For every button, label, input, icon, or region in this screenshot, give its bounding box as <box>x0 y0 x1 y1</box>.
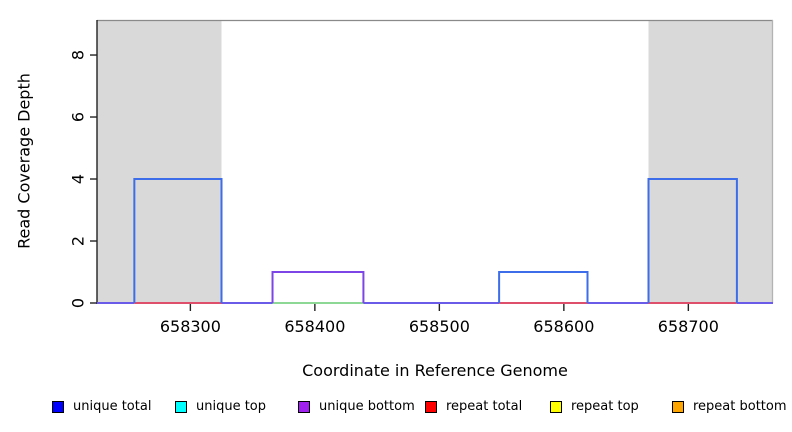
coverage-chart: 658300 658400 658500 658600 658700 0 2 4 6 8 <box>69 19 774 336</box>
legend-label: unique bottom <box>319 399 415 414</box>
legend-item-unique-bottom: unique bottom <box>298 399 415 414</box>
coverage-step-unique-total <box>498 271 589 303</box>
legend-item-repeat-total: repeat total <box>425 399 522 414</box>
legend-swatch-repeat-total <box>425 400 437 413</box>
chart-legend: unique total unique top unique bottom repea… <box>0 399 792 421</box>
y-tick-label: 6 <box>69 112 88 122</box>
legend-swatch-repeat-bottom <box>672 400 684 413</box>
coverage-step-unique-bottom <box>271 271 365 303</box>
x-axis-label: Coordinate in Reference Genome <box>302 361 568 380</box>
legend-label: repeat total <box>446 399 523 414</box>
x-tick-label: 658400 <box>284 317 345 336</box>
y-tick-label: 2 <box>69 236 88 246</box>
legend-swatch-unique-total <box>52 400 64 413</box>
coverage-step-unique-total <box>647 178 738 303</box>
coverage-step-unique-total <box>133 178 223 303</box>
legend-item-unique-top: unique top <box>175 399 266 414</box>
y-tick-label: 4 <box>69 174 88 184</box>
legend-swatch-unique-top <box>175 400 187 413</box>
y-axis-label: Read Coverage Depth <box>14 73 34 249</box>
y-tick-label: 8 <box>69 50 88 60</box>
legend-label: unique top <box>196 399 267 414</box>
shaded-region-left <box>97 20 222 303</box>
x-tick-label: 658700 <box>658 317 719 336</box>
x-tick-label: 658500 <box>409 317 470 336</box>
x-tick-label: 658300 <box>160 317 221 336</box>
legend-swatch-repeat-top <box>550 400 562 413</box>
shaded-region-right <box>648 20 773 303</box>
legend-swatch-unique-bottom <box>298 400 310 413</box>
legend-item-repeat-top: repeat top <box>550 399 639 414</box>
x-tick-label: 658600 <box>533 317 594 336</box>
legend-label: repeat top <box>571 399 639 414</box>
y-tick-label: 0 <box>69 298 88 308</box>
legend-label: repeat bottom <box>693 399 787 414</box>
legend-item-repeat-bottom: repeat bottom <box>672 399 787 414</box>
legend-label: unique total <box>73 399 152 414</box>
legend-item-unique-total: unique total <box>52 399 151 414</box>
